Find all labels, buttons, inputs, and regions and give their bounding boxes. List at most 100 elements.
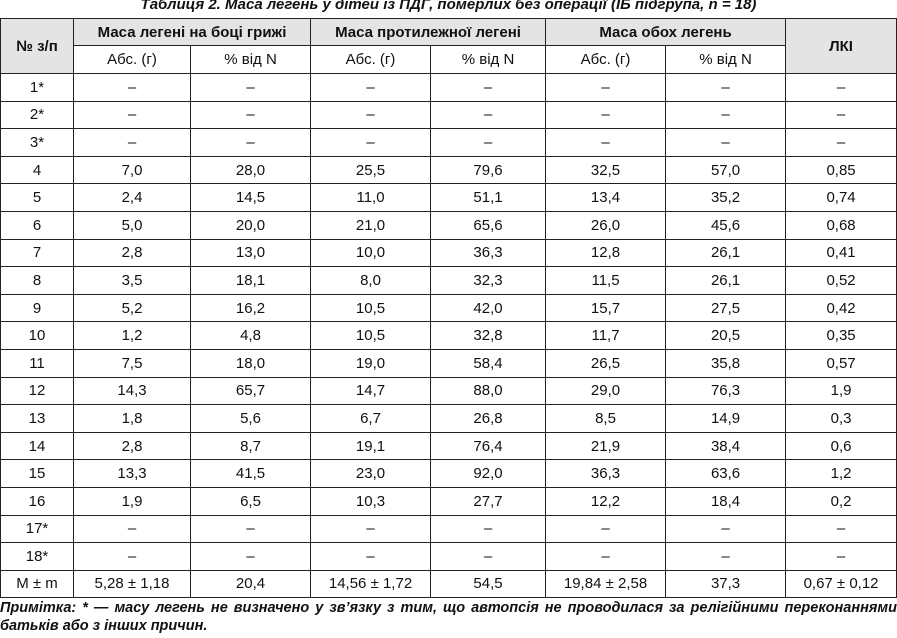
table-cell: – (73, 100, 191, 130)
table-cell: – (310, 100, 432, 130)
table-cell: – (73, 542, 191, 571)
table-cell: 25,5 (310, 155, 432, 185)
subheader-row: Абс. (г)% від N Абс. (г)% від N Абс. (г)% … (1, 45, 897, 74)
subheader-cell: % від N (189, 45, 312, 74)
table-cell: 19,0 (310, 348, 432, 378)
table-cell: 92,0 (430, 459, 547, 488)
table-cell: 0,52 (785, 266, 897, 295)
table-row: 10 1,2 4,8 10,5 32,8 11,7 20,5 0,35 (0, 321, 897, 350)
table-row: 15 13,3 41,5 23,0 92,0 36,3 63,6 1,2 (0, 459, 897, 488)
table-cell: – (310, 542, 432, 571)
table-title: Таблиця 2. Маса легень у дітей із ПДГ, п… (140, 0, 757, 13)
table-cell: 32,8 (430, 321, 547, 350)
table-cell: 76,4 (430, 431, 547, 461)
table-cell: 21,9 (545, 431, 667, 461)
table-cell: 36,3 (430, 238, 547, 268)
table-cell: – (665, 73, 787, 102)
table-row: 3* – – – – – – – (0, 128, 897, 157)
table-cell: – (430, 514, 547, 544)
table-row: 4 7,0 28,0 25,5 79,6 32,5 57,0 0,85 (0, 155, 897, 185)
table-cell: 7 (0, 238, 74, 268)
table-cell: 10 (0, 321, 74, 350)
table-row: 14 2,8 8,7 19,1 76,4 21,9 38,4 0,6 (0, 431, 897, 461)
table-cell: 18,1 (189, 266, 312, 295)
table-cell: – (310, 73, 432, 102)
table-cell: 7,0 (73, 155, 191, 185)
table-cell: 6,7 (310, 404, 432, 433)
table-cell: 20,5 (665, 321, 787, 350)
header-cell: № з/п (0, 18, 74, 74)
table-cell: 10,5 (310, 293, 432, 323)
table-row: 16 1,9 6,5 10,3 27,7 12,2 18,4 0,2 (0, 486, 897, 516)
header-group: Маса протилежної легені (310, 18, 547, 46)
table-cell: – (73, 128, 191, 157)
table-cell: 35,2 (665, 183, 787, 212)
table-row: 13 1,8 5,6 6,7 26,8 8,5 14,9 0,3 (0, 404, 897, 433)
table-cell: – (545, 542, 667, 571)
table-cell: 26,5 (545, 348, 667, 378)
table-cell: 18,0 (189, 348, 312, 378)
table-cell: 76,3 (665, 376, 787, 406)
table-cell: 19,1 (310, 431, 432, 461)
table-cell: 5,2 (73, 293, 191, 323)
table-cell: 12 (0, 376, 74, 406)
table-cell: 18* (0, 542, 74, 571)
table-cell: 65,6 (430, 210, 547, 240)
table-cell: 0,57 (785, 348, 897, 378)
table-cell: 16,2 (189, 293, 312, 323)
table-row: 9 5,2 16,2 10,5 42,0 15,7 27,5 0,42 (0, 293, 897, 323)
table-cell: 1,2 (73, 321, 191, 350)
table-cell: 6 (0, 210, 74, 240)
table-row: 5 2,4 14,5 11,0 51,1 13,4 35,2 0,74 (0, 183, 897, 212)
table-cell: 29,0 (545, 376, 667, 406)
table-cell: 57,0 (665, 155, 787, 185)
table-cell: 41,5 (189, 459, 312, 488)
table-cell: 5,28 ± 1,18 (73, 569, 191, 599)
table-cell: 0,74 (785, 183, 897, 212)
table-cell: 7,5 (73, 348, 191, 378)
table-cell: 4,8 (189, 321, 312, 350)
table-row: 1* – – – – – – – (0, 73, 897, 102)
table-row: 8 3,5 18,1 8,0 32,3 11,5 26,1 0,52 (0, 266, 897, 295)
table-cell: 26,8 (430, 404, 547, 433)
data-table: № з/п Маса легені на боці грижі Маса про… (0, 18, 897, 599)
table-cell: 32,5 (545, 155, 667, 185)
table-cell: 42,0 (430, 293, 547, 323)
table-cell: 36,3 (545, 459, 667, 488)
table-header: № з/п Маса легені на боці грижі Маса про… (0, 18, 897, 74)
table-cell: 21,0 (310, 210, 432, 240)
table-cell: 26,0 (545, 210, 667, 240)
table-cell: 10,3 (310, 486, 432, 516)
table-cell: 63,6 (665, 459, 787, 488)
table-cell: – (189, 100, 312, 130)
subheader-cell: Абс. (г) (73, 45, 191, 74)
note-label: Примітка: (0, 600, 77, 617)
table-cell: 0,6 (785, 431, 897, 461)
table-cell: 27,7 (430, 486, 547, 516)
table-cell: – (310, 514, 432, 544)
table-cell: – (73, 514, 191, 544)
table-cell: 2,8 (73, 238, 191, 268)
table-cell: 45,6 (665, 210, 787, 240)
table-cell: 11,0 (310, 183, 432, 212)
table-cell: 35,8 (665, 348, 787, 378)
note: Примітка: * — масу легень не визначено у… (0, 598, 897, 635)
table-cell: 20,0 (189, 210, 312, 240)
table-cell: – (430, 542, 547, 571)
table-cell: – (665, 128, 787, 157)
table-cell: 14 (0, 431, 74, 461)
table-cell: 0,35 (785, 321, 897, 350)
subheader-cell: % від N (430, 45, 547, 74)
table-cell: – (545, 73, 667, 102)
header-group: Маса легені на боці грижі (72, 18, 312, 46)
table-cell: 2,8 (73, 431, 191, 461)
table-cell: 3,5 (73, 266, 191, 295)
table-cell: 0,2 (785, 486, 897, 516)
header-row: № з/п Маса легені на боці грижі Маса про… (0, 18, 897, 74)
table-row: 7 2,8 13,0 10,0 36,3 12,8 26,1 0,41 (0, 238, 897, 268)
table-cell: 38,4 (665, 431, 787, 461)
table-cell: – (665, 542, 787, 571)
table-cell: 23,0 (310, 459, 432, 488)
table-cell: – (545, 514, 667, 544)
